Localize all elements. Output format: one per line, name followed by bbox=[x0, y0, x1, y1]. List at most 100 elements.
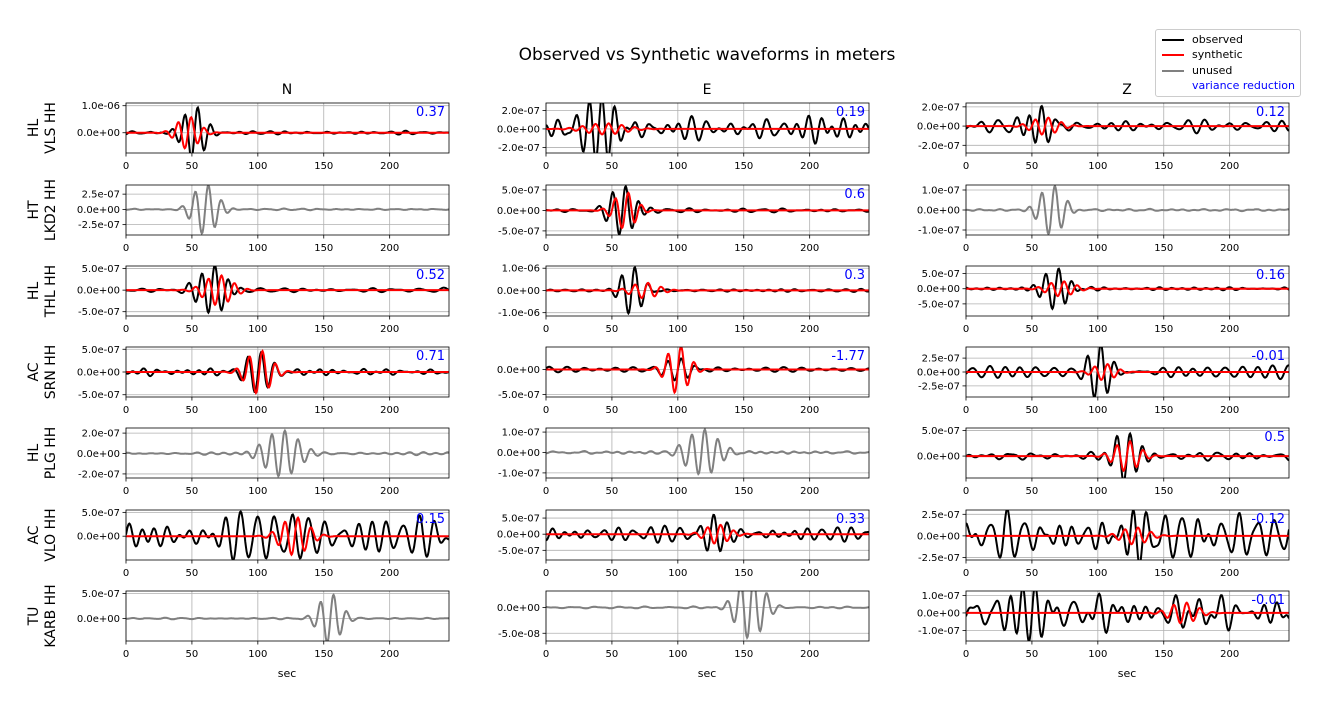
panel-3-n-observed-trace bbox=[126, 266, 449, 315]
panel-2-z-xtick-label-2: 100 bbox=[1088, 243, 1107, 254]
panel-2-z-ytick-label-0: 1.0e-07 bbox=[922, 186, 960, 197]
station-name-label: THL HH bbox=[43, 265, 59, 318]
panel-5-z-xtick-label-2: 100 bbox=[1088, 486, 1107, 497]
panel-6-e-ytick-label-2: -5.0e-07 bbox=[498, 546, 540, 557]
panel-5-n-xtick-label-0: 0 bbox=[123, 486, 129, 497]
panel-3-e-ytick-label-0: 1.0e-06 bbox=[502, 264, 540, 275]
legend-swatch-synthetic bbox=[1162, 54, 1184, 56]
panel-4-z-ytick-label-0: 2.5e-07 bbox=[922, 354, 960, 365]
panel-2-e-frame bbox=[545, 184, 870, 236]
panel-7-z-ytick-label-2: -1.0e-07 bbox=[918, 626, 960, 637]
panel-2-n-ytick-label-0: 2.5e-07 bbox=[82, 190, 120, 201]
panel-6-z-ytick-label-0: 2.5e-07 bbox=[922, 510, 960, 521]
panel-1-z-ytick-label-1: 0.0e+00 bbox=[917, 122, 960, 133]
panel-5-e-xtick-label-4: 200 bbox=[800, 486, 819, 497]
panel-7-e-frame bbox=[545, 590, 870, 642]
panel-6-e-xtick-label-3: 150 bbox=[734, 568, 753, 579]
panel-7-e-ytick-label-1: -5.0e-08 bbox=[498, 629, 540, 640]
station-name-label: PLG HH bbox=[43, 427, 59, 480]
column-title-e: E bbox=[703, 82, 712, 98]
panel-6-n-ytick-label-1: 0.0e+00 bbox=[77, 532, 120, 543]
panel-4-e-variance-reduction: -1.77 bbox=[831, 349, 865, 364]
panel-3-e-ytick-label-2: -1.0e-06 bbox=[498, 308, 540, 319]
panel-5-e-xtick-label-1: 50 bbox=[606, 486, 619, 497]
panel-3-e-xtick-label-0: 0 bbox=[543, 324, 549, 335]
station-network-label: AC bbox=[26, 362, 42, 381]
panel-6-z-xtick-label-4: 200 bbox=[1220, 568, 1239, 579]
panel-4-e-ytick-label-0: 0.0e+00 bbox=[497, 365, 540, 376]
panel-3-n-synthetic-trace bbox=[126, 274, 449, 307]
panel-7-z-ytick-label-0: 1.0e-07 bbox=[922, 591, 960, 602]
panel-3-z-ytick-label-1: 0.0e+00 bbox=[917, 284, 960, 295]
panel-6-z-ytick-label-2: -2.5e-07 bbox=[918, 553, 960, 564]
panel-3-e-xtick-label-1: 50 bbox=[606, 324, 619, 335]
station-network-label: HL bbox=[26, 444, 42, 463]
panel-4-e-xtick-label-4: 200 bbox=[800, 405, 819, 416]
panel-3-n-variance-reduction: 0.52 bbox=[416, 268, 445, 283]
panel-3-n-frame bbox=[125, 265, 450, 317]
panel-1-n-xtick-label-0: 0 bbox=[123, 161, 129, 172]
legend-label-unused: unused bbox=[1192, 64, 1233, 77]
station-network-label: HT bbox=[26, 200, 42, 220]
panel-1-n-variance-reduction: 0.37 bbox=[416, 105, 445, 120]
panel-1-e-frame bbox=[545, 102, 870, 154]
panel-6-n-xtick-label-2: 100 bbox=[248, 568, 267, 579]
station-network-label: HL bbox=[26, 282, 42, 301]
panel-6-e-ytick-label-1: 0.0e+00 bbox=[497, 530, 540, 541]
panel-5-z-frame bbox=[965, 427, 1290, 479]
panel-6-e-xtick-label-2: 100 bbox=[668, 568, 687, 579]
legend-label-synthetic: synthetic bbox=[1192, 48, 1243, 61]
station-label-row-5: HLPLG HH bbox=[26, 427, 59, 480]
panel-7-z-variance-reduction: -0.01 bbox=[1251, 593, 1285, 608]
panel-5-e-ytick-label-1: 0.0e+00 bbox=[497, 448, 540, 459]
panel-1-e-xtick-label-4: 200 bbox=[800, 161, 819, 172]
panel-2-e-ytick-label-2: -5.0e-07 bbox=[498, 226, 540, 237]
panel-6-e-xtick-label-0: 0 bbox=[543, 568, 549, 579]
panel-1-z-xtick-label-0: 0 bbox=[963, 161, 969, 172]
panel-7-n-xtick-label-3: 150 bbox=[314, 649, 333, 660]
panel-2-n-xtick-label-1: 50 bbox=[186, 243, 199, 254]
column-title-z: Z bbox=[1122, 82, 1132, 98]
station-network-label: TU bbox=[26, 607, 42, 627]
panel-7-z-xtick-label-2: 100 bbox=[1088, 649, 1107, 660]
panel-5-n-frame bbox=[125, 427, 450, 479]
panel-7-e-ytick-label-0: 0.0e+00 bbox=[497, 603, 540, 614]
station-label-row-2: HTLKD2 HH bbox=[26, 179, 59, 241]
panel-1-e-observed-trace bbox=[546, 103, 869, 153]
panel-5-n-ytick-label-2: -2.0e-07 bbox=[78, 469, 120, 480]
panel-1-e-ytick-label-2: -2.0e-07 bbox=[498, 143, 540, 154]
panel-7-n-xtick-label-0: 0 bbox=[123, 649, 129, 660]
panel-6-n-xtick-label-0: 0 bbox=[123, 568, 129, 579]
panel-2-e-ytick-label-1: 0.0e+00 bbox=[497, 206, 540, 217]
panel-3-z-xtick-label-4: 200 bbox=[1220, 324, 1239, 335]
panel-5-z-xtick-label-0: 0 bbox=[963, 486, 969, 497]
panel-1-n-xtick-label-3: 150 bbox=[314, 161, 333, 172]
panel-1-e-xtick-label-2: 100 bbox=[668, 161, 687, 172]
panel-2-z-ytick-label-1: 0.0e+00 bbox=[917, 206, 960, 217]
panel-2-n-xtick-label-2: 100 bbox=[248, 243, 267, 254]
panel-7-e-xtick-label-4: 200 bbox=[800, 649, 819, 660]
panel-2-n-xtick-label-0: 0 bbox=[123, 243, 129, 254]
panel-7-n-frame bbox=[125, 590, 450, 642]
panel-1-n-frame bbox=[125, 102, 450, 154]
panel-5-e-xtick-label-3: 150 bbox=[734, 486, 753, 497]
panel-6-e-xtick-label-1: 50 bbox=[606, 568, 619, 579]
panel-3-z-synthetic-trace bbox=[966, 280, 1289, 298]
panel-3-n-ytick-label-0: 5.0e-07 bbox=[82, 264, 120, 275]
panel-7-z-ytick-label-1: 0.0e+00 bbox=[917, 608, 960, 619]
panel-3-z-xtick-label-1: 50 bbox=[1026, 324, 1039, 335]
panel-4-n-xtick-label-4: 200 bbox=[380, 405, 399, 416]
panel-1-e-xtick-label-1: 50 bbox=[606, 161, 619, 172]
panel-2-n-xtick-label-3: 150 bbox=[314, 243, 333, 254]
panel-5-n-xtick-label-3: 150 bbox=[314, 486, 333, 497]
panel-5-n-xtick-label-4: 200 bbox=[380, 486, 399, 497]
panel-4-n-xtick-label-2: 100 bbox=[248, 405, 267, 416]
panel-5-e-ytick-label-2: -1.0e-07 bbox=[498, 468, 540, 479]
x-axis-label-z: sec bbox=[1118, 667, 1137, 680]
station-network-label: AC bbox=[26, 525, 42, 544]
panel-1-z-variance-reduction: 0.12 bbox=[1256, 105, 1285, 120]
panel-2-e-xtick-label-0: 0 bbox=[543, 243, 549, 254]
panel-6-z-frame bbox=[965, 509, 1290, 561]
panel-2-z-xtick-label-1: 50 bbox=[1026, 243, 1039, 254]
panel-6-n-xtick-label-3: 150 bbox=[314, 568, 333, 579]
